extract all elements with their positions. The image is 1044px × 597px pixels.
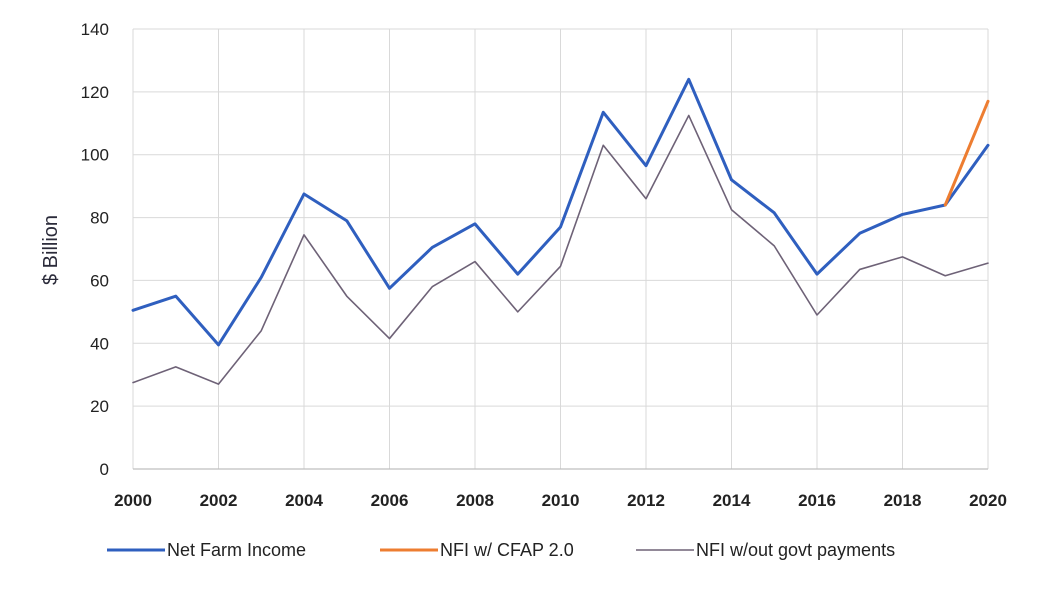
gridlines (132, 28, 989, 470)
x-tick-label: 2000 (114, 491, 152, 510)
x-tick-label: 2014 (713, 491, 751, 510)
y-tick-label: 120 (81, 83, 109, 102)
series-lines (131, 77, 990, 385)
legend-label-nfi-w-out-govt-payments: NFI w/out govt payments (696, 540, 895, 560)
legend-label-nfi-w-cfap-2-0: NFI w/ CFAP 2.0 (440, 540, 574, 560)
series-line-net-farm-income (131, 77, 990, 347)
y-tick-label: 100 (81, 146, 109, 165)
y-tick-label: 40 (90, 334, 109, 353)
x-tick-label: 2020 (969, 491, 1007, 510)
x-tick-label: 2004 (285, 491, 323, 510)
series-line-nfi-w-cfap-2-0 (943, 99, 990, 207)
y-tick-label: 20 (90, 397, 109, 416)
x-tick-label: 2012 (627, 491, 665, 510)
x-tick-label: 2016 (798, 491, 836, 510)
x-tick-label: 2018 (884, 491, 922, 510)
x-tick-label: 2008 (456, 491, 494, 510)
y-tick-label: 80 (90, 209, 109, 228)
x-tick-label: 2002 (200, 491, 238, 510)
x-tick-label: 2006 (371, 491, 409, 510)
y-tick-label: 60 (90, 271, 109, 290)
legend-label-net-farm-income: Net Farm Income (167, 540, 306, 560)
series-line-nfi-w-out-govt-payments (132, 114, 989, 385)
y-tick-label: 140 (81, 20, 109, 39)
axes: 0 20 40 60 80 100 120 140 2000 2002 2004 2006 2008 20… (81, 20, 1007, 510)
x-tick-label: 2010 (542, 491, 580, 510)
y-tick-label: 0 (100, 460, 109, 479)
legend: Net Farm Income NFI w/ CFAP 2.0 NFI w/out … (107, 540, 895, 560)
y-axis-label: $ Billion (40, 215, 62, 285)
